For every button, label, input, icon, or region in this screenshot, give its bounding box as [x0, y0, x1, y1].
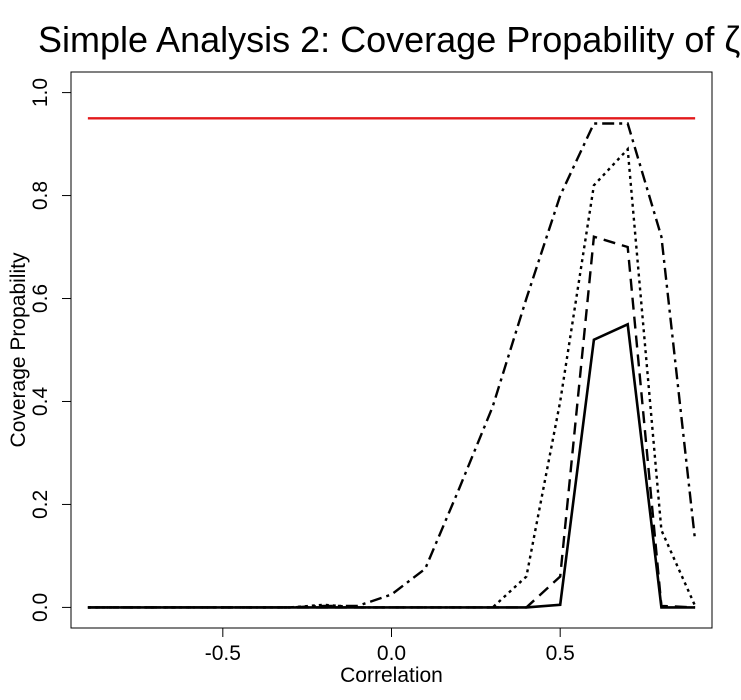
series-line-solid — [87, 322, 696, 609]
y-axis-label: Coverage Propability — [7, 252, 30, 447]
chart-title: Simple Analysis 2: Coverage Propability … — [38, 19, 740, 60]
series-layer — [87, 117, 697, 609]
x-axis-label: Correlation — [340, 664, 443, 687]
x-tick-label: -0.5 — [205, 642, 241, 665]
y-tick-label: 0.4 — [29, 387, 52, 417]
series-line-dotdash — [87, 122, 697, 609]
y-tick-label: 0.0 — [29, 593, 52, 622]
x-tick-label: 0.0 — [377, 642, 406, 665]
y-tick-label: 0.8 — [29, 181, 52, 210]
plot-area-frame — [70, 71, 713, 629]
y-tick-label: 1.0 — [29, 78, 52, 107]
x-axis: -0.5 0.0 0.5 — [205, 627, 575, 665]
y-tick-label: 0.2 — [29, 490, 52, 519]
series-line-dotted — [87, 146, 697, 609]
series-line-dashed — [87, 235, 696, 609]
y-axis: 0.0 0.2 0.4 0.6 0.8 1.0 — [29, 78, 72, 622]
x-tick-label: 0.5 — [546, 642, 575, 665]
y-tick-label: 0.6 — [29, 284, 52, 313]
